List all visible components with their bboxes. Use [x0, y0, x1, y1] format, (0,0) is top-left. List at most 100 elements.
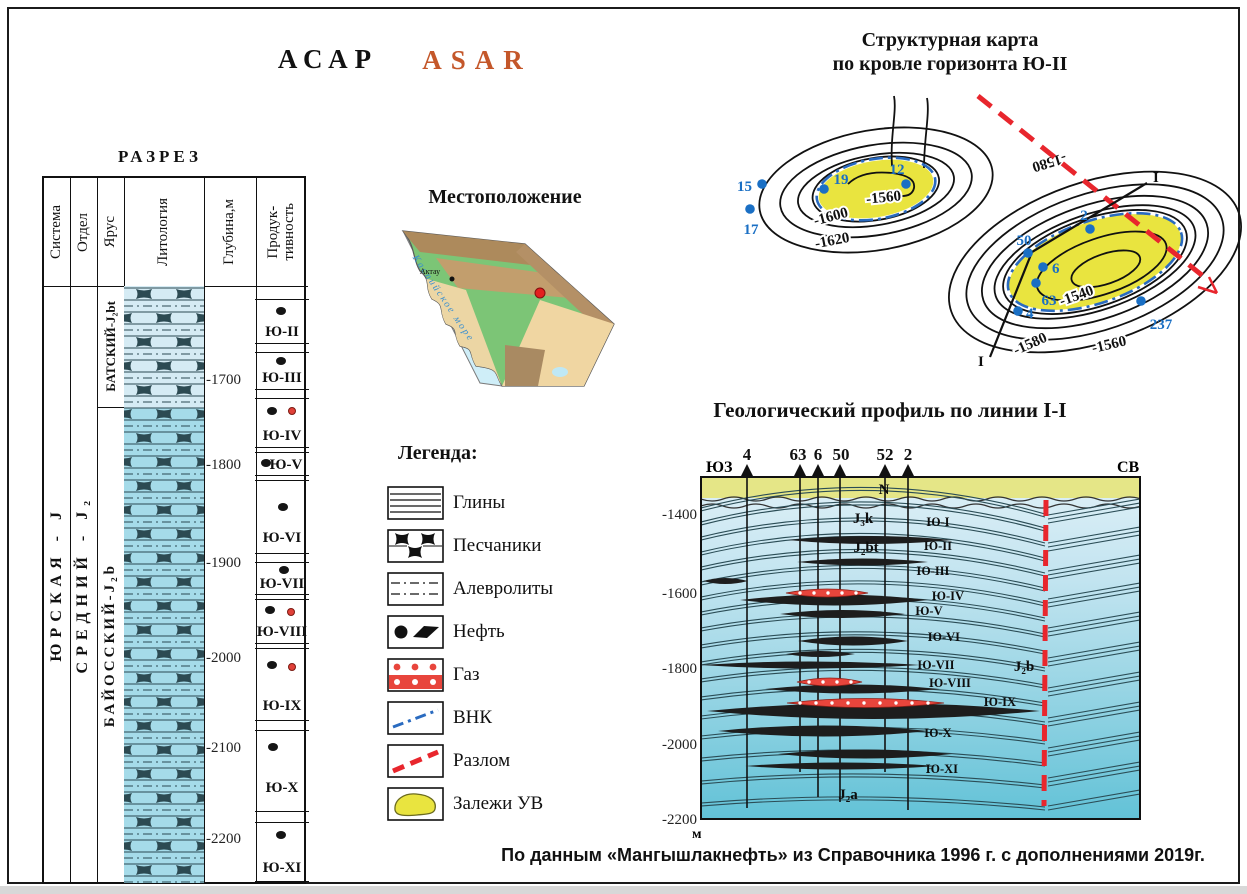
horizon-segment: Ю-XI	[255, 822, 309, 882]
field-title-en: ASAR	[422, 45, 532, 75]
oil-dot	[278, 503, 288, 511]
gas-swatch-icon	[387, 658, 444, 692]
profile-horizon-labels: Ю-I Ю-II Ю-III Ю-IV Ю-V Ю-VI Ю-VII Ю-VII…	[915, 515, 1016, 776]
depth-tick: -2200	[206, 831, 241, 847]
structural-map-title-line2: по кровле горизонта Ю-II	[832, 53, 1068, 76]
lake	[552, 367, 568, 377]
oil-dot	[267, 661, 277, 669]
section-marker-top: I	[1153, 170, 1159, 186]
well-label-63: 63	[1042, 293, 1057, 309]
deposit-right	[1008, 214, 1182, 310]
well-label-17: 17	[744, 222, 760, 238]
horizon-label: Ю-III	[262, 370, 302, 386]
legend-item-clay: Глины	[387, 486, 627, 520]
well-label: 52	[877, 445, 894, 464]
depth-tick: -1800	[662, 661, 697, 677]
horizon-label: Ю-XI	[926, 762, 958, 776]
oil-dot	[279, 566, 289, 574]
legend-label: Разлом	[453, 750, 511, 771]
structural-map: -1560 -1600 -1620 -1540 -1580 -1560 -158…	[737, 94, 1242, 370]
legend-item-oil: Нефть	[387, 615, 627, 649]
city-label: Актау	[420, 267, 440, 276]
header-lithology: Литология	[155, 198, 172, 266]
horizon-label: Ю-IV	[262, 428, 302, 444]
stratum-label-j2bt: J₂bt	[853, 540, 878, 556]
legend-title: Легенда:	[398, 442, 478, 464]
depth-tick: -1400	[662, 507, 697, 523]
structural-map-title-line1: Структурная карта	[861, 29, 1039, 51]
well-label-12: 12	[890, 162, 905, 178]
geologic-band	[516, 244, 614, 332]
well-label: 2	[904, 445, 913, 464]
horizon-segment: Ю-VIII	[255, 599, 309, 644]
legend-item-fault: Разлом	[387, 744, 627, 778]
header-depth: Глубина,м	[221, 199, 238, 265]
well-dot-6	[1038, 262, 1048, 272]
well-label-50: 50	[1017, 233, 1032, 249]
geologic-band	[424, 278, 502, 386]
series-label: СРЕДНИЙ - J₂	[74, 494, 92, 674]
owc-right	[1006, 211, 1184, 313]
header-stage: Ярус	[101, 216, 118, 248]
column-productivity: Продук- тивность Ю-II Ю-III Ю-IV Ю-V	[255, 178, 309, 882]
legend-label: Глины	[453, 492, 506, 513]
structural-map-title: Структурная карта по кровле горизонта Ю-…	[790, 28, 1110, 77]
map-wells	[745, 179, 1146, 316]
legend-item-siltstone: Алевролиты	[387, 572, 627, 606]
section-title: РАЗРЕЗ	[118, 147, 202, 166]
horizon-label: Ю-VII	[918, 658, 955, 672]
horizon-segment: Ю-IX	[255, 648, 309, 721]
stage-upper-label: БАТСКИЙ-J₂bt	[102, 301, 118, 392]
depth-unit: м	[692, 827, 702, 842]
stratum-label-j2b: J₂b	[1014, 659, 1034, 675]
geological-profile: 4 63 6 50 52 2 ЮЗ СВ -1400 -1600 -1800 -…	[662, 445, 1141, 842]
figure-frame	[7, 7, 1240, 884]
well-label-2: 2	[1080, 208, 1088, 224]
stratigraphic-table: Система ЮРСКАЯ - J Отдел СРЕДНИЙ - J₂ Яр…	[42, 176, 309, 884]
well-dot-63	[1031, 278, 1041, 288]
depth-tick: -2000	[206, 650, 241, 666]
lithology-pattern	[124, 286, 204, 883]
clay-swatch-icon	[387, 486, 444, 520]
horizon-label: Ю-X	[265, 780, 299, 796]
horizon-label: Ю-VI	[262, 530, 302, 546]
profile-box	[700, 476, 1141, 820]
contour-label: -1620	[814, 230, 851, 252]
well-markers	[740, 464, 915, 478]
well-dot-237	[1136, 296, 1146, 306]
direction-sw: ЮЗ	[706, 459, 733, 476]
horizon-label: Ю-X	[924, 726, 951, 740]
stratum-label-j2a: J₂a	[838, 787, 858, 803]
gas-dot	[287, 608, 295, 616]
header-productivity: Продук- тивность	[265, 203, 297, 261]
geologic-band	[436, 258, 592, 300]
legend-label: Нефть	[453, 621, 505, 642]
well-label: 50	[833, 445, 850, 464]
well-dot-15	[757, 179, 767, 189]
horizon-segment: Ю-V	[255, 452, 309, 476]
well-label-6: 6	[1052, 261, 1060, 277]
stratum-label-j3k: J₃k	[853, 511, 874, 527]
horizon-label: Ю-VII	[259, 576, 305, 592]
legend-item-owc: ВНК	[387, 701, 627, 735]
fault-line-profile	[1041, 499, 1049, 807]
location-title: Местоположение	[428, 186, 582, 208]
deposit-left	[818, 159, 934, 219]
well-label-237: 237	[1150, 317, 1173, 333]
well-label: 6	[814, 445, 823, 464]
deposit-swatch-icon	[387, 787, 444, 821]
profile-depth-axis: -1400 -1600 -1800 -2000 -2200	[662, 507, 697, 828]
city-dot	[449, 276, 455, 282]
depth-tick: -1900	[206, 555, 241, 571]
horizon-segment: Ю-X	[255, 730, 309, 812]
scan-edge	[0, 886, 1247, 894]
oil-dot	[268, 743, 278, 751]
owc-left	[815, 156, 937, 222]
field-title-ru: АСАР	[277, 44, 379, 74]
horizon-label: Ю-VIII	[256, 624, 308, 640]
column-system: Система ЮРСКАЯ - J	[44, 178, 71, 882]
oil-dot	[276, 357, 286, 365]
oil-dot	[276, 307, 286, 315]
column-depth: Глубина,м -1700 -1800 -1900 -2000 -2100 …	[204, 178, 257, 882]
